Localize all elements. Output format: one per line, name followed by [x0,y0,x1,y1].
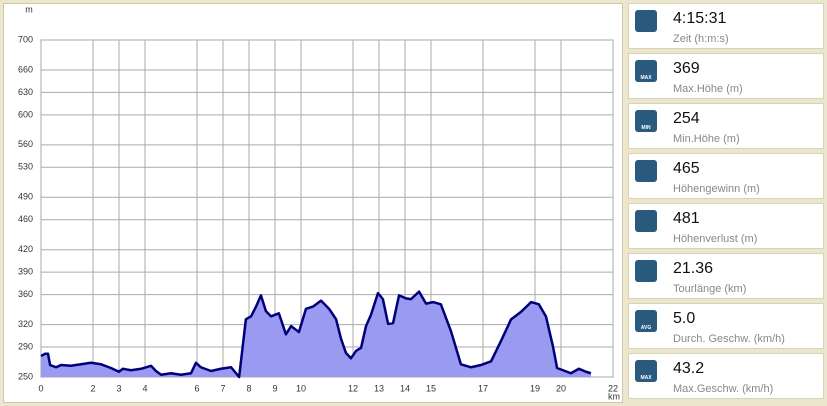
stat-label: Durch. Geschw. (km/h) [673,333,785,345]
x-tick-label: 14 [400,383,410,393]
stat-icon: MAX [635,60,657,82]
stat-value: 465 [673,160,700,177]
stat-value: 4:15:31 [673,10,727,27]
stat-badge: MIN [641,125,651,131]
y-tick-label: 490 [18,192,33,202]
stat-label: Höhenverlust (m) [673,233,758,245]
stat-badge: AVG [640,325,652,331]
y-tick-label: 420 [18,244,33,254]
y-tick-label: 390 [18,267,33,277]
y-tick-label: 560 [18,139,33,149]
x-tick-label: 15 [426,383,436,393]
stat-badge: MAX [640,75,652,81]
x-axis-label: km [608,391,620,401]
x-tick-label: 17 [478,383,488,393]
stat-value: 369 [673,60,700,77]
stat-value: 43.2 [673,360,705,377]
stat-value: 481 [673,210,700,227]
stat-icon [635,10,657,32]
stat-row: MAX 43.2 Max.Geschw. (km/h) [628,353,824,399]
stat-row: 4:15:31 Zeit (h:m:s) [628,3,824,49]
x-tick-label: 12 [348,383,358,393]
stat-row: 481 Höhenverlust (m) [628,203,824,249]
y-tick-label: 600 [18,109,33,119]
y-tick-label: 660 [18,64,33,74]
x-tick-label: 22 [608,383,618,393]
stat-value: 21.36 [673,260,714,277]
stat-row: MIN 254 Min.Höhe (m) [628,103,824,149]
stat-label: Max.Höhe (m) [673,83,743,95]
stat-icon: AVG [635,310,657,332]
x-tick-label: 3 [116,383,121,393]
x-tick-label: 19 [530,383,540,393]
chart: 2502903203603904204604905305606006306607… [3,3,623,403]
stat-row: MAX 369 Max.Höhe (m) [628,53,824,99]
stat-icon: MIN [635,110,657,132]
x-tick-label: 4 [142,383,147,393]
y-tick-label: 360 [18,289,33,299]
stat-label: Höhengewinn (m) [673,183,760,195]
stat-row: 21.36 Tourlänge (km) [628,253,824,299]
y-axis-label: m [25,4,33,14]
x-tick-label: 20 [556,383,566,393]
stat-label: Max.Geschw. (km/h) [673,383,774,395]
stat-icon: MAX [635,360,657,382]
y-tick-label: 460 [18,214,33,224]
y-tick-label: 630 [18,87,33,97]
x-tick-label: 13 [374,383,384,393]
stat-badge: MAX [640,375,652,381]
area [41,291,591,377]
stat-label: Zeit (h:m:s) [673,33,729,45]
x-tick-label: 2 [90,383,95,393]
stat-icon [635,260,657,282]
x-tick-label: 0 [38,383,43,393]
stat-value: 5.0 [673,310,696,327]
stat-row: AVG 5.0 Durch. Geschw. (km/h) [628,303,824,349]
stats-panel: 4:15:31 Zeit (h:m:s) MAX 369 Max.Höhe (m) MIN… [628,3,824,403]
stat-label: Min.Höhe (m) [673,133,740,145]
y-tick-label: 290 [18,341,33,351]
x-tick-label: 7 [220,383,225,393]
x-tick-label: 10 [296,383,306,393]
y-tick-label: 530 [18,162,33,172]
stat-icon [635,210,657,232]
y-tick-label: 700 [18,34,33,44]
y-tick-label: 250 [18,371,33,381]
x-tick-label: 6 [194,383,199,393]
x-tick-label: 8 [246,383,251,393]
x-tick-label: 9 [272,383,277,393]
stat-icon [635,160,657,182]
line [40,290,592,379]
y-tick-label: 320 [18,319,33,329]
stat-label: Tourlänge (km) [673,283,747,295]
stat-row: 465 Höhengewinn (m) [628,153,824,199]
stat-value: 254 [673,110,700,127]
